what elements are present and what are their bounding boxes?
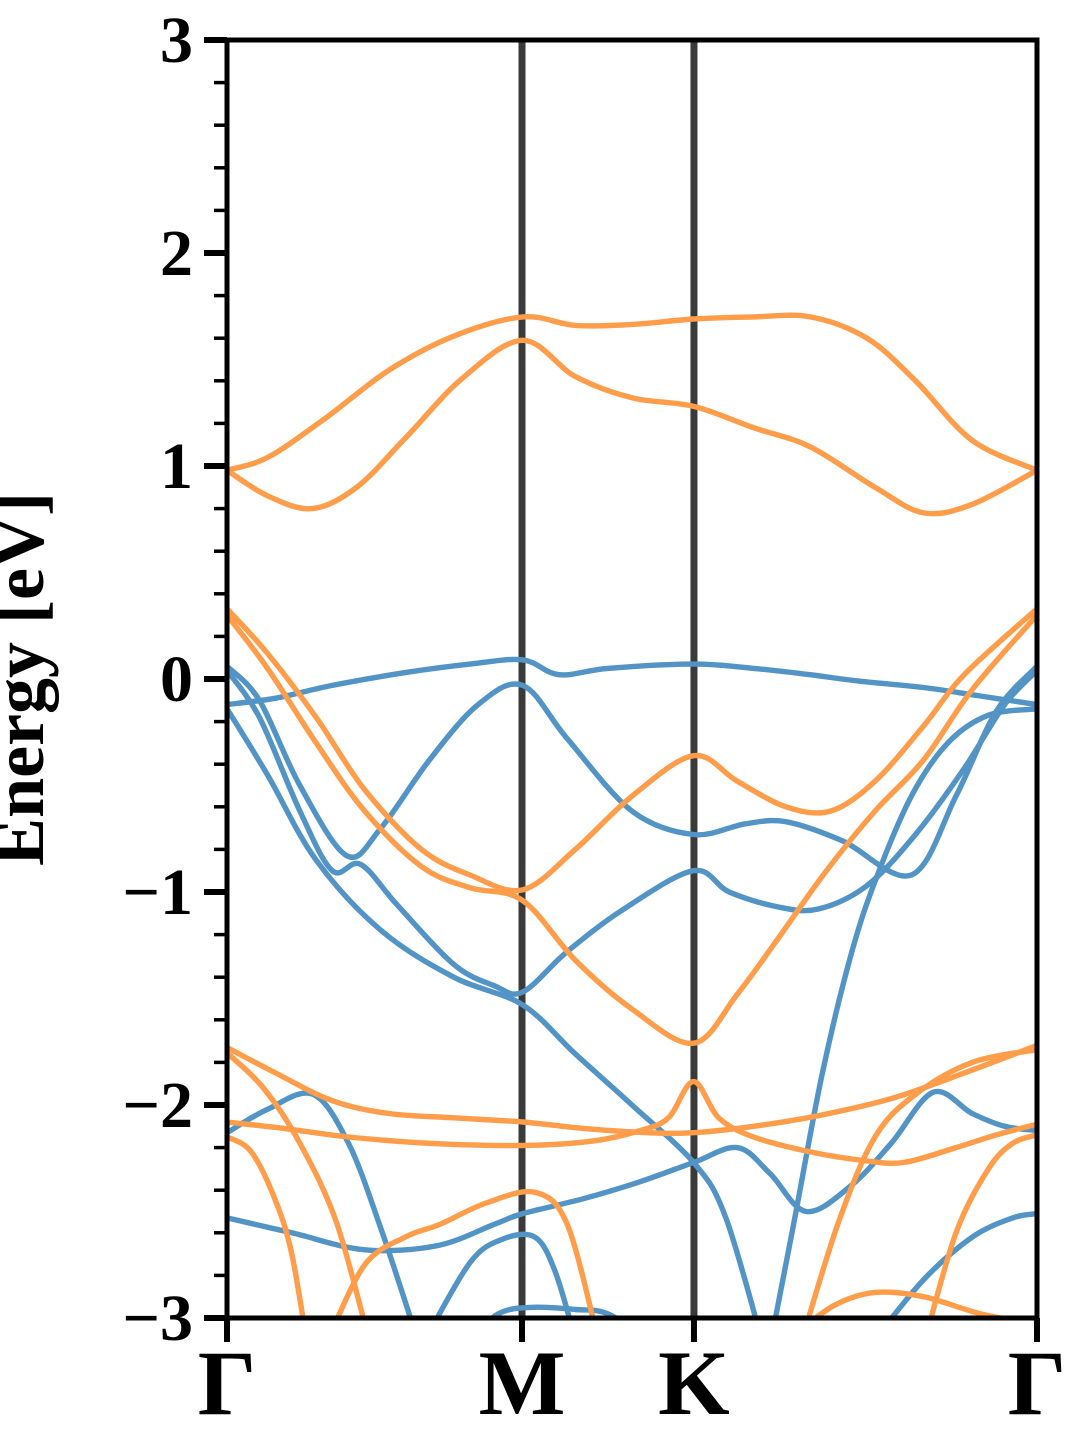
y-tick-label: 0 xyxy=(160,643,193,716)
y-tick-label: 2 xyxy=(160,217,193,290)
band-orange-band-12 xyxy=(811,1289,1016,1318)
band-orange-band-9 xyxy=(227,1134,306,1318)
kpoint-vlines xyxy=(518,40,698,1318)
plot-border xyxy=(224,37,1040,1321)
y-tick-labels: 3 2 1 0 −1 −2 −3 xyxy=(122,4,193,1355)
y-tick-label: 1 xyxy=(160,430,193,503)
band-blue-band-7 xyxy=(227,1090,414,1318)
x-tick-label-Γ: Γ xyxy=(198,1332,257,1434)
band-orange-band-4 xyxy=(227,612,1037,1046)
x-tick-label-Γ: Γ xyxy=(1008,1332,1067,1434)
band-blue-band-9 xyxy=(487,1304,622,1318)
band-orange-band-10 xyxy=(928,1132,1037,1318)
band-blue-band-1 xyxy=(227,656,1037,708)
x-tick-label-K: K xyxy=(658,1332,730,1434)
band-orange-band-1 xyxy=(227,312,1037,473)
band-blue-band-5 xyxy=(227,1088,1037,1254)
y-axis-ticks xyxy=(204,37,227,1321)
x-tick-label-M: M xyxy=(479,1332,566,1434)
band-blue-band-2 xyxy=(227,663,1037,879)
band-orange-band-8 xyxy=(227,1078,1037,1167)
y-tick-label: −2 xyxy=(122,1069,193,1142)
y-tick-label: 3 xyxy=(160,4,193,77)
x-axis-ticks xyxy=(224,1318,1040,1342)
y-axis-title: Energy [eV] xyxy=(0,492,59,866)
y-tick-label: −1 xyxy=(122,856,193,929)
band-blue-band-6 xyxy=(772,706,1037,1318)
band-orange-band-5 xyxy=(227,1042,1037,1137)
band-orange-band-7 xyxy=(805,1046,1037,1318)
axes-spines xyxy=(224,37,1040,1321)
band-blue-band-3 xyxy=(227,667,1037,997)
band-orange-band-2 xyxy=(227,337,1037,517)
band-lines xyxy=(227,312,1037,1318)
band-blue-band-8 xyxy=(434,1231,573,1318)
band-orange-band-11 xyxy=(334,1188,596,1318)
band-blue-band-10 xyxy=(888,1210,1037,1318)
band-blue-band-4 xyxy=(227,706,759,1318)
y-tick-label: −3 xyxy=(122,1282,193,1355)
band-orange-band-3 xyxy=(227,606,1037,894)
band-orange-band-6 xyxy=(227,1050,367,1318)
